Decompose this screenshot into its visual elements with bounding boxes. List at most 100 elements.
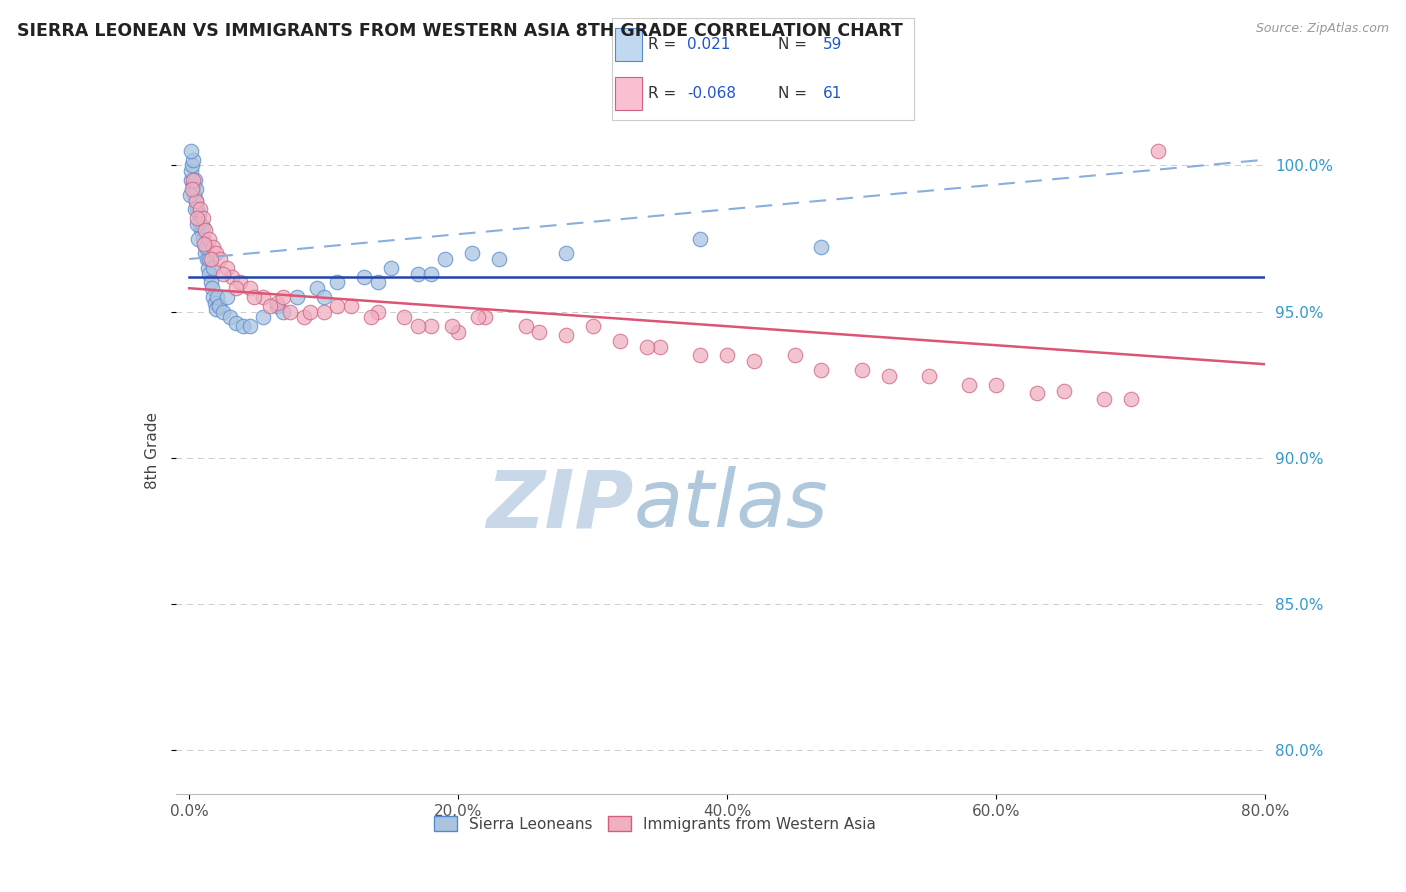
Point [810,240,832,254]
Point [180,144,202,158]
Point [209,252,232,266]
Point [201,260,224,275]
Point [810,363,832,377]
Point [689,349,711,363]
Point [184,202,207,217]
Text: ZIP: ZIP [486,467,633,544]
Point [716,349,738,363]
Point [181,178,204,193]
Text: 61: 61 [824,87,842,102]
Text: 59: 59 [824,37,842,52]
Point [202,290,225,304]
Point [278,304,301,318]
Point [197,260,219,275]
Point [198,252,221,266]
Point [1119,392,1142,407]
Point [180,159,202,173]
Point [326,276,349,290]
Point [239,319,262,334]
Point [187,231,209,245]
Point [474,310,496,325]
Point [959,377,981,392]
Point [1052,384,1074,398]
Point [186,217,208,231]
Point [648,340,671,354]
Point [440,319,463,334]
Point [636,340,658,354]
Point [918,368,941,383]
Point [207,290,229,304]
Point [554,246,576,260]
Point [198,267,221,281]
Point [205,301,228,316]
Point [190,223,212,237]
Point [181,173,204,187]
Point [252,290,274,304]
Point [689,231,711,245]
Text: Source: ZipAtlas.com: Source: ZipAtlas.com [1256,22,1389,36]
Point [420,267,443,281]
Point [211,267,233,281]
Text: N =: N = [778,87,807,102]
Point [208,299,231,313]
Point [986,377,1008,392]
Point [188,217,211,231]
Point [312,304,335,318]
FancyBboxPatch shape [614,77,643,110]
Point [273,290,295,304]
Point [188,202,211,217]
Legend: Sierra Leoneans, Immigrants from Western Asia: Sierra Leoneans, Immigrants from Western… [427,810,883,838]
Point [266,296,288,310]
Point [266,299,288,313]
Point [183,187,205,202]
Point [183,173,205,187]
Point [193,237,215,252]
Point [232,319,254,334]
Point [299,304,322,318]
Point [367,276,389,290]
Point [179,187,201,202]
Text: 0.021: 0.021 [688,37,731,52]
Point [242,290,264,304]
Point [191,219,214,234]
Point [211,304,233,318]
Point [225,281,247,295]
Point [420,319,443,334]
Point [447,325,470,339]
Point [292,310,315,325]
Text: N =: N = [778,37,807,52]
Text: R =: R = [648,87,676,102]
Point [239,281,262,295]
Point [225,316,247,330]
Point [1025,386,1047,401]
Point [191,211,214,226]
Point [180,173,202,187]
Point [186,211,208,226]
Point [215,260,238,275]
Point [180,182,202,196]
Point [181,153,204,167]
Point [851,363,873,377]
Point [394,310,416,325]
Point [205,246,228,260]
Point [215,290,238,304]
Point [204,296,226,310]
Y-axis label: 8th Grade: 8th Grade [145,412,160,489]
Text: -0.068: -0.068 [688,87,737,102]
Point [406,267,429,281]
Point [339,299,361,313]
Point [488,252,510,266]
Point [515,319,537,334]
Point [202,240,225,254]
Point [194,246,217,260]
Point [201,281,224,295]
Point [1146,144,1168,158]
FancyBboxPatch shape [614,29,643,62]
Point [193,237,215,252]
Point [305,281,328,295]
Point [200,252,222,266]
Point [285,290,308,304]
Point [783,349,806,363]
Point [186,202,208,217]
Point [406,319,429,334]
